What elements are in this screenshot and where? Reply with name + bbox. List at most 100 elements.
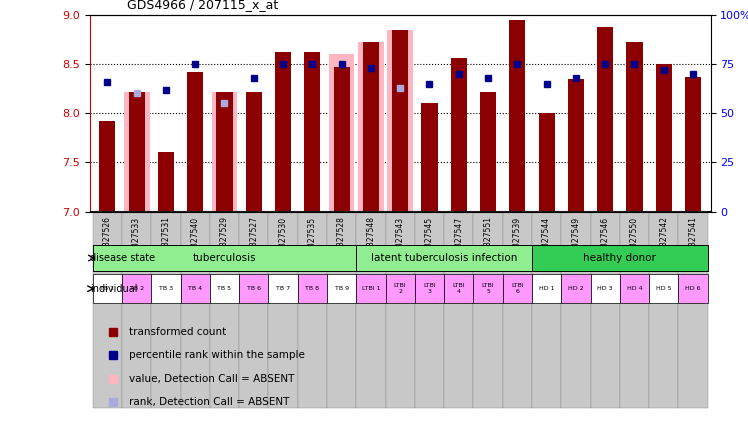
FancyBboxPatch shape [151, 275, 180, 303]
Text: TB 9: TB 9 [334, 286, 349, 291]
Bar [480, 91, 496, 212]
Bar [392, 30, 408, 212]
FancyBboxPatch shape [532, 244, 708, 272]
FancyBboxPatch shape [678, 275, 708, 303]
Text: rank, Detection Call = ABSENT: rank, Detection Call = ABSENT [129, 397, 289, 407]
FancyBboxPatch shape [327, 275, 356, 303]
Text: HD 2: HD 2 [568, 286, 583, 291]
Bar [129, 91, 144, 212]
Text: GSM1327541: GSM1327541 [688, 217, 698, 267]
FancyBboxPatch shape [620, 212, 649, 408]
FancyBboxPatch shape [415, 212, 444, 408]
Bar [387, 30, 413, 212]
Bar [509, 20, 525, 212]
Text: individual: individual [90, 284, 138, 294]
FancyBboxPatch shape [649, 212, 678, 408]
FancyBboxPatch shape [210, 275, 239, 303]
Text: HD 1: HD 1 [539, 286, 554, 291]
FancyBboxPatch shape [385, 275, 415, 303]
Text: TB 4: TB 4 [188, 286, 202, 291]
Bar [216, 91, 233, 212]
Text: GSM1327531: GSM1327531 [162, 217, 171, 267]
Text: GSM1327550: GSM1327550 [630, 217, 639, 267]
FancyBboxPatch shape [180, 275, 210, 303]
Text: LTBI
3: LTBI 3 [423, 283, 436, 294]
Bar [245, 91, 262, 212]
Bar [334, 67, 349, 212]
Text: percentile rank within the sample: percentile rank within the sample [129, 350, 304, 360]
Text: GSM1327551: GSM1327551 [483, 217, 492, 267]
Text: HD 5: HD 5 [656, 286, 672, 291]
Text: GSM1327545: GSM1327545 [425, 217, 434, 267]
Text: GSM1327529: GSM1327529 [220, 217, 229, 267]
FancyBboxPatch shape [327, 212, 356, 408]
FancyBboxPatch shape [444, 212, 473, 408]
Text: LTBI
6: LTBI 6 [511, 283, 524, 294]
Text: GSM1327547: GSM1327547 [454, 217, 463, 267]
Bar [363, 42, 379, 212]
Bar [685, 77, 701, 212]
Bar [358, 42, 384, 212]
Text: HD 4: HD 4 [627, 286, 643, 291]
Text: GSM1327533: GSM1327533 [132, 217, 141, 267]
Text: LTBI
4: LTBI 4 [453, 283, 465, 294]
Text: HD 3: HD 3 [598, 286, 613, 291]
FancyBboxPatch shape [649, 275, 678, 303]
FancyBboxPatch shape [385, 212, 415, 408]
FancyBboxPatch shape [503, 275, 532, 303]
FancyBboxPatch shape [239, 212, 269, 408]
FancyBboxPatch shape [678, 212, 708, 408]
FancyBboxPatch shape [93, 212, 122, 408]
FancyBboxPatch shape [356, 275, 385, 303]
FancyBboxPatch shape [620, 275, 649, 303]
Text: latent tuberculosis infection: latent tuberculosis infection [371, 253, 518, 263]
Text: disease state: disease state [90, 253, 155, 263]
Text: LTBI
2: LTBI 2 [394, 283, 406, 294]
Bar [123, 91, 150, 212]
Bar [187, 72, 203, 212]
FancyBboxPatch shape [532, 275, 561, 303]
FancyBboxPatch shape [561, 275, 590, 303]
Bar [597, 27, 613, 212]
Text: GSM1327526: GSM1327526 [102, 217, 112, 267]
Bar [656, 64, 672, 211]
FancyBboxPatch shape [93, 275, 122, 303]
Bar [158, 153, 174, 212]
FancyBboxPatch shape [561, 212, 590, 408]
Text: TB 2: TB 2 [129, 286, 144, 291]
Text: TB 3: TB 3 [159, 286, 173, 291]
FancyBboxPatch shape [590, 275, 620, 303]
Text: TB 5: TB 5 [218, 286, 231, 291]
Bar [275, 52, 291, 212]
Text: GSM1327542: GSM1327542 [659, 217, 668, 267]
FancyBboxPatch shape [269, 275, 298, 303]
Bar [304, 52, 320, 212]
FancyBboxPatch shape [356, 212, 385, 408]
FancyBboxPatch shape [444, 275, 473, 303]
Text: TB 7: TB 7 [276, 286, 290, 291]
Text: GDS4966 / 207115_x_at: GDS4966 / 207115_x_at [127, 0, 278, 11]
FancyBboxPatch shape [210, 212, 239, 408]
Text: GSM1327535: GSM1327535 [308, 217, 317, 267]
FancyBboxPatch shape [532, 212, 561, 408]
FancyBboxPatch shape [180, 212, 210, 408]
Text: value, Detection Call = ABSENT: value, Detection Call = ABSENT [129, 374, 294, 384]
FancyBboxPatch shape [122, 275, 151, 303]
FancyBboxPatch shape [298, 275, 327, 303]
Text: GSM1327540: GSM1327540 [191, 217, 200, 267]
Text: TB 8: TB 8 [305, 286, 319, 291]
FancyBboxPatch shape [590, 212, 620, 408]
Text: transformed count: transformed count [129, 327, 226, 337]
Text: TB 6: TB 6 [247, 286, 261, 291]
Bar [451, 58, 467, 212]
Bar [421, 103, 438, 212]
Bar [626, 42, 643, 212]
Text: healthy donor: healthy donor [583, 253, 656, 263]
FancyBboxPatch shape [473, 275, 503, 303]
Text: HD 6: HD 6 [685, 286, 701, 291]
FancyBboxPatch shape [356, 244, 532, 272]
Text: tuberculosis: tuberculosis [193, 253, 257, 263]
FancyBboxPatch shape [269, 212, 298, 408]
FancyBboxPatch shape [239, 275, 269, 303]
FancyBboxPatch shape [151, 212, 180, 408]
